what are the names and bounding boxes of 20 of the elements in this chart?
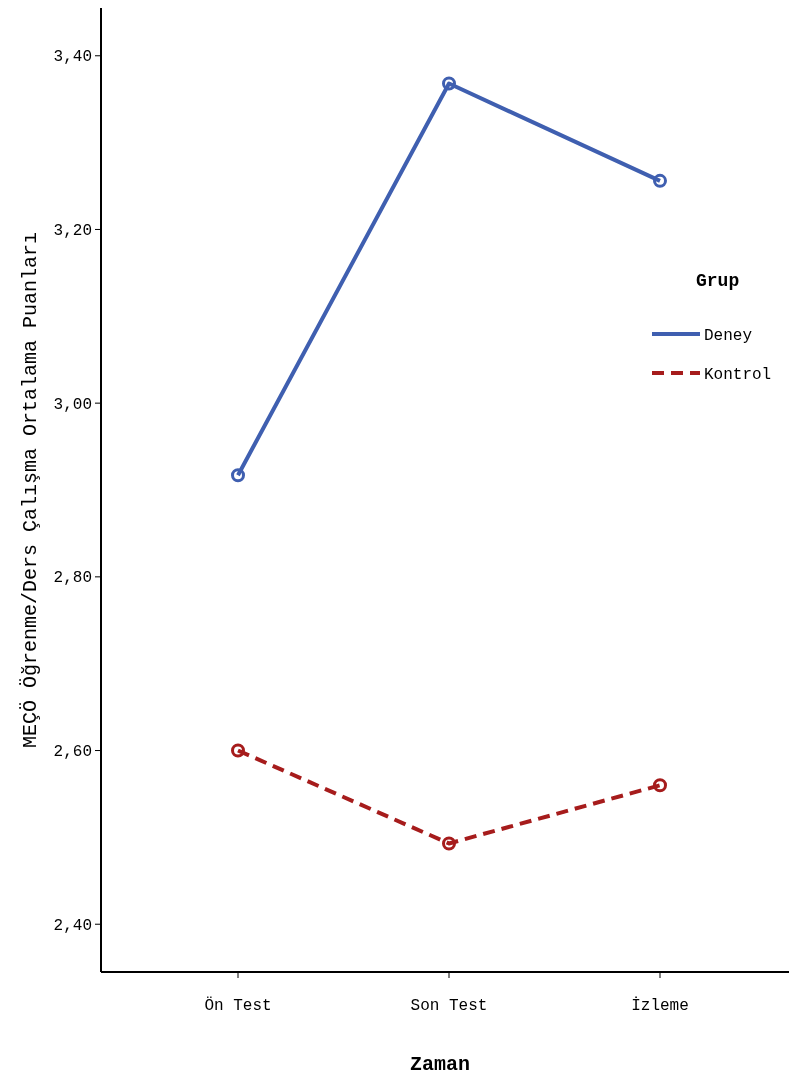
point <box>442 836 456 851</box>
point <box>231 743 245 758</box>
x-tick-label: Ön Test <box>204 996 272 1015</box>
point <box>231 468 245 483</box>
point <box>653 173 667 188</box>
y-tick-label: 3,20 <box>53 222 92 241</box>
legend-title: Grup <box>696 271 740 291</box>
x-axis-title: Zaman <box>409 1053 471 1076</box>
y-axis-title: MEÇÖ Öğrenme/Ders Çalışma Ortalama Puanları <box>19 231 42 749</box>
y-tick-label: 3,00 <box>53 395 92 414</box>
y-tick-label: 2,40 <box>53 916 92 935</box>
point <box>442 76 456 91</box>
x-tick-label: İzleme <box>631 996 689 1015</box>
point <box>653 778 667 793</box>
y-tick-label: 2,80 <box>53 569 92 588</box>
x-tick-label: Son Test <box>410 997 488 1015</box>
y-tick-label: 2,60 <box>53 743 92 762</box>
legend-label: Kontrol <box>704 365 772 384</box>
y-tick-label: 3,40 <box>53 48 92 67</box>
legend-label: Deney <box>704 326 753 345</box>
